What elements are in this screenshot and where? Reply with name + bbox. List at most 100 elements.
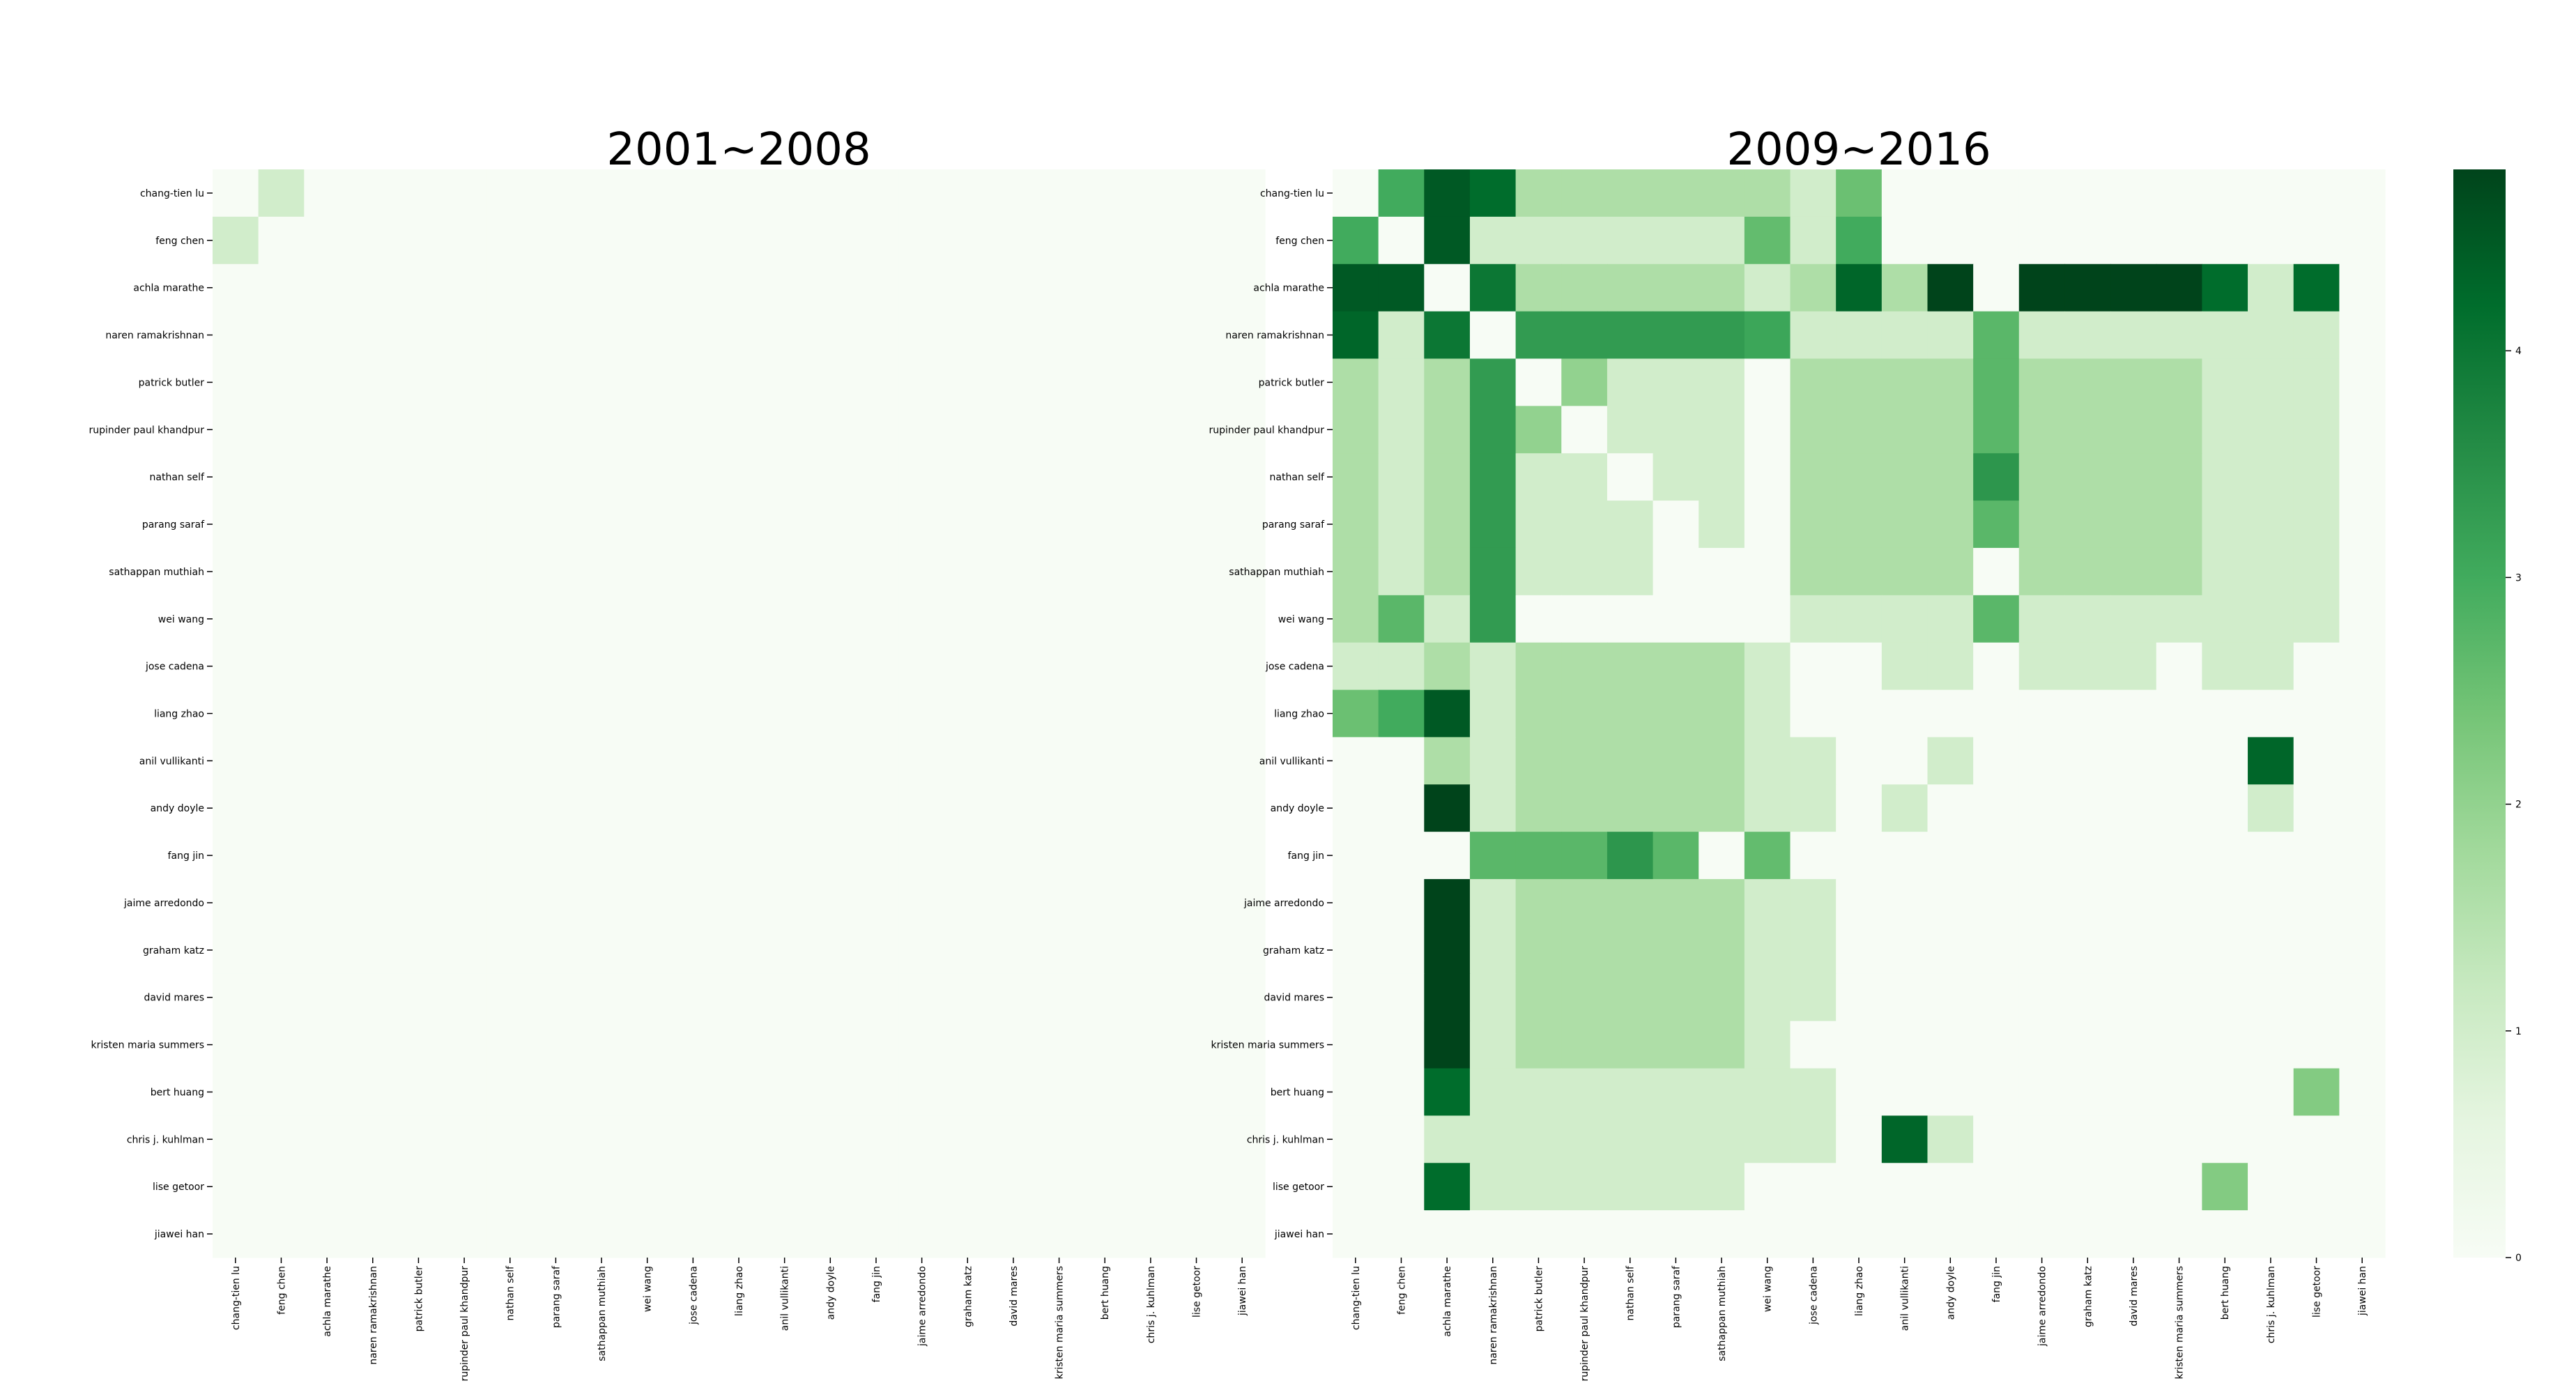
heatmap-cell (1082, 832, 1128, 880)
heatmap-cell (1219, 501, 1266, 549)
y-tick-label: jiawei han (1274, 1229, 1324, 1240)
heatmap-cell (213, 1115, 259, 1163)
heatmap-cell (2110, 1163, 2157, 1211)
heatmap-cell (441, 453, 488, 501)
heatmap-cell (1607, 501, 1654, 549)
heatmap-cell (898, 973, 946, 1022)
heatmap-cell (853, 879, 900, 927)
heatmap-cell (1790, 832, 1837, 880)
x-tick-label: jiawei han (2357, 1266, 2368, 1316)
heatmap-cell (578, 879, 625, 927)
heatmap-cell (1927, 595, 1974, 643)
heatmap-cell (2110, 879, 2157, 927)
heatmap-cell (1744, 1115, 1791, 1163)
heatmap-cell (213, 216, 259, 265)
heatmap-cell (304, 311, 351, 360)
heatmap-cell (1333, 547, 1379, 596)
heatmap-cell (1219, 784, 1266, 832)
heatmap-cell (1561, 1115, 1608, 1163)
heatmap-cell (1333, 1021, 1379, 1069)
heatmap-cell (1378, 926, 1425, 975)
heatmap-cell (2156, 926, 2202, 975)
heatmap-cell (1219, 358, 1266, 406)
heatmap-cell (532, 926, 579, 975)
heatmap-cell (1699, 547, 1745, 596)
heatmap-cell (1469, 1021, 1517, 1069)
heatmap-cell (1515, 784, 1562, 832)
heatmap-cell (1469, 926, 1517, 975)
heatmap-cell (1173, 1163, 1220, 1211)
heatmap-cell (1653, 689, 1699, 738)
heatmap-cell (716, 689, 762, 738)
heatmap-cell (716, 453, 762, 501)
heatmap-cell (578, 595, 625, 643)
heatmap-cell (2064, 1210, 2111, 1258)
heatmap-cell (1881, 1163, 1929, 1211)
heatmap-cell (944, 501, 991, 549)
heatmap-cell (1699, 1210, 1745, 1258)
heatmap-cell (670, 453, 716, 501)
heatmap-cell (1333, 1068, 1379, 1116)
heatmap-cell (990, 1021, 1037, 1069)
heatmap-cell (761, 1210, 808, 1258)
heatmap-cell (1561, 1068, 1608, 1116)
heatmap-cell (898, 311, 946, 360)
heatmap-cell (532, 358, 579, 406)
x-tick-label: jaime arredondo (917, 1266, 928, 1347)
heatmap-cell (304, 973, 351, 1022)
heatmap-cell (349, 879, 397, 927)
heatmap-cell (1173, 1115, 1220, 1163)
heatmap-cell (2202, 1021, 2248, 1069)
heatmap-cell (1653, 501, 1699, 549)
heatmap-cell (213, 689, 259, 738)
heatmap-cell (1424, 737, 1471, 785)
heatmap-cell (2202, 1163, 2248, 1211)
heatmap-cell (395, 1068, 442, 1116)
heatmap-cell (2248, 501, 2294, 549)
x-tick-label: sathappan muthiah (597, 1266, 608, 1361)
heatmap-cell (304, 358, 351, 406)
heatmap-cell (1607, 1021, 1654, 1069)
heatmap-cell (1173, 547, 1220, 596)
heatmap-cell (624, 169, 671, 217)
heatmap-cell (898, 216, 946, 265)
heatmap-cell (624, 595, 671, 643)
heatmap-cell (624, 1021, 671, 1069)
heatmap-cell (1424, 1210, 1471, 1258)
heatmap-cell (1333, 406, 1379, 454)
heatmap-cell (1378, 1068, 1425, 1116)
heatmap-cell (761, 169, 808, 217)
colorbar-tick-label: 0 (2515, 1253, 2522, 1264)
heatmap-cell (2202, 1210, 2248, 1258)
heatmap-cell (1424, 501, 1471, 549)
heatmap-cell (853, 642, 900, 691)
y-tick-label: jaime arredondo (1243, 898, 1324, 909)
heatmap-cell (2339, 1163, 2386, 1211)
heatmap-cell (761, 926, 808, 975)
heatmap-cell (1219, 216, 1266, 265)
heatmap-cell (2339, 453, 2386, 501)
heatmap-cell (2293, 973, 2340, 1022)
heatmap-cell (1219, 547, 1266, 596)
heatmap-cell (1333, 501, 1379, 549)
heatmap-cell (1036, 595, 1082, 643)
heatmap-cell (395, 642, 442, 691)
heatmap-cell (807, 547, 854, 596)
heatmap-cell (532, 737, 579, 785)
heatmap-cell (2293, 453, 2340, 501)
heatmap-cell (1173, 406, 1220, 454)
heatmap-cell (1173, 737, 1220, 785)
heatmap-cell (716, 1021, 762, 1069)
heatmap-cell (898, 169, 946, 217)
heatmap-cell (2156, 1021, 2202, 1069)
heatmap-cell (853, 1115, 900, 1163)
heatmap-cell (304, 264, 351, 312)
heatmap-cell (1082, 1021, 1128, 1069)
colorbar (2453, 169, 2506, 1258)
heatmap-cell (807, 689, 854, 738)
heatmap-cell (807, 1210, 854, 1258)
heatmap-cell (2018, 1068, 2066, 1116)
heatmap-cell (1653, 1021, 1699, 1069)
heatmap-cell (304, 689, 351, 738)
heatmap-cell (1881, 1021, 1929, 1069)
